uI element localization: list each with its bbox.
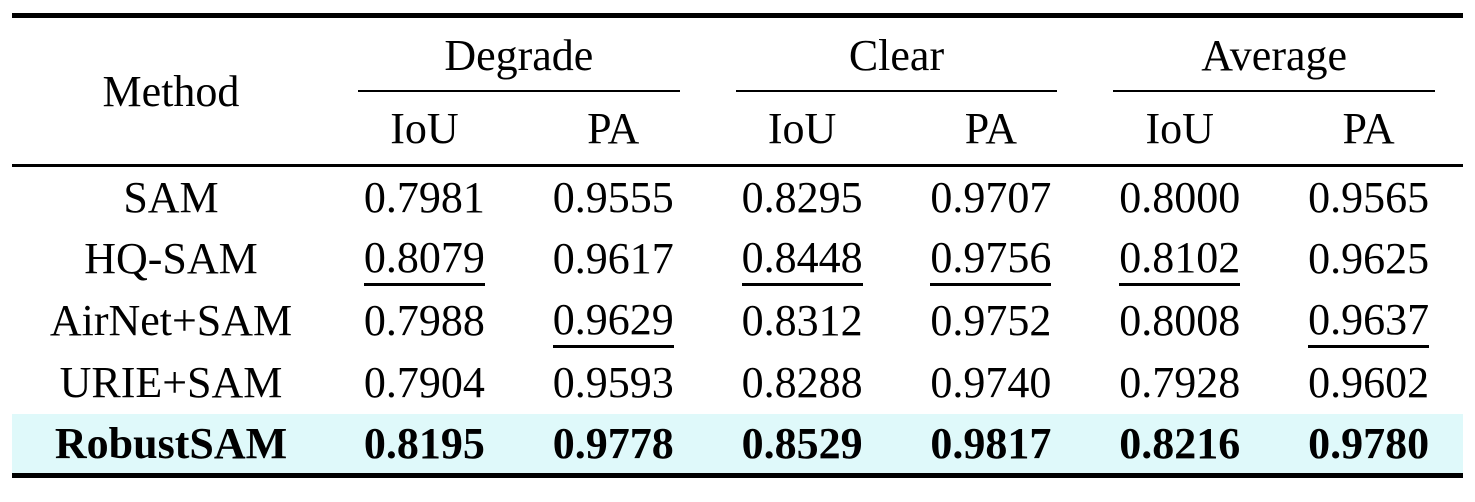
value-cell: 0.8288 [708,352,897,414]
subcol-header-average-pa: PA [1274,91,1463,168]
value: 0.9752 [930,296,1052,346]
method-cell: AirNet+SAM [49,296,293,346]
value: 0.9565 [1308,173,1430,223]
table-row: HQ-SAM 0.8079 0.9617 0.8448 0.9756 0.810… [12,228,1463,290]
value-cell: 0.8216 [1085,413,1275,476]
value: 0.8529 [741,419,863,469]
table-row-highlighted: RobustSAM 0.8195 0.9778 0.8529 0.9817 0.… [12,413,1463,476]
value-cell: 0.8448 [708,228,897,290]
value: 0.9602 [1308,358,1430,408]
value: 0.7928 [1119,358,1241,408]
value: 0.7988 [363,296,485,346]
value-cell: 0.9593 [519,352,708,414]
value: 0.9740 [930,358,1052,408]
value-cell: 0.9617 [519,228,708,290]
value-cell: 0.8529 [707,413,897,476]
value-cell: 0.9625 [1274,228,1463,290]
group-header-clear: Clear [708,16,1086,92]
value: 0.8295 [741,173,863,223]
value-cell: 0.7981 [330,166,519,228]
value-cell: 0.9817 [896,413,1086,476]
value-cell: 0.9602 [1274,352,1463,414]
table-row: SAM 0.7981 0.9555 0.8295 0.9707 0.8000 0… [12,166,1463,228]
value: 0.8000 [1119,173,1241,223]
value-cell: 0.8000 [1085,166,1274,228]
value-cell: 0.9629 [519,290,708,352]
cmidrule-clear [735,89,1058,92]
value: 0.9593 [552,358,674,408]
header-subcol-row: IoU PA IoU PA IoU PA [12,91,1463,168]
value-cell: 0.9565 [1274,166,1463,228]
value-cell: 0.9707 [896,166,1085,228]
subcol-header-degrade-iou: IoU [330,91,519,168]
group-header-degrade-label: Degrade [444,31,594,80]
value-cell: 0.7928 [1085,352,1274,414]
value-cell: 0.8312 [708,290,897,352]
value: 0.8008 [1119,296,1241,346]
value: 0.7981 [363,173,485,223]
value-cell: 0.8102 [1085,228,1274,290]
value: 0.8448 [741,234,863,286]
value-cell: 0.8079 [330,228,519,290]
group-header-average: Average [1085,16,1463,92]
table-row: AirNet+SAM 0.7988 0.9629 0.8312 0.9752 0… [12,290,1463,352]
value: 0.9555 [552,173,674,223]
value-cell: 0.7988 [330,290,519,352]
value-cell: 0.9780 [1274,413,1463,476]
value: 0.9780 [1308,419,1430,469]
cmidrule-degrade [358,89,680,92]
group-header-average-label: Average [1201,31,1348,80]
value: 0.9625 [1308,234,1430,284]
method-cell: HQ-SAM [84,234,258,284]
col-header-method: Method [12,15,330,168]
value-cell: 0.9756 [896,228,1085,290]
group-header-clear-label: Clear [848,31,945,80]
method-cell: URIE+SAM [59,358,283,408]
subcol-header-clear-pa: PA [896,91,1086,168]
value-cell: 0.9752 [896,290,1085,352]
cmidrule-average [1113,89,1435,92]
value-cell: 0.9778 [518,413,708,476]
value: 0.9778 [552,419,674,469]
value-cell: 0.9637 [1274,290,1463,352]
value: 0.8079 [363,234,485,286]
table-body: SAM 0.7981 0.9555 0.8295 0.9707 0.8000 0… [12,166,1463,476]
subcol-header-average-iou: IoU [1085,91,1275,168]
value: 0.9629 [552,296,674,348]
value: 0.9707 [930,173,1052,223]
table-header: Method Degrade Clear Average IoU PA IoU [12,15,1463,168]
value: 0.8102 [1119,234,1241,286]
value: 0.8288 [741,358,863,408]
value: 0.9756 [930,234,1052,286]
table-row: URIE+SAM 0.7904 0.9593 0.8288 0.9740 0.7… [12,352,1463,414]
method-cell: RobustSAM [12,413,330,476]
subcol-header-clear-iou: IoU [707,91,897,168]
value-cell: 0.9740 [896,352,1085,414]
value: 0.9817 [930,419,1052,469]
group-header-degrade: Degrade [330,16,708,92]
value-cell: 0.7904 [330,352,519,414]
value: 0.9637 [1308,296,1430,348]
value: 0.8195 [363,419,485,469]
value: 0.8312 [741,296,863,346]
value-cell: 0.8195 [330,413,519,476]
value: 0.7904 [363,358,485,408]
value: 0.8216 [1119,419,1241,469]
value-cell: 0.8295 [708,166,897,228]
subcol-header-degrade-pa: PA [518,91,708,168]
value: 0.9617 [552,234,674,284]
method-cell: SAM [123,173,219,223]
value-cell: 0.8008 [1085,290,1274,352]
header-group-row: Method Degrade Clear Average [12,15,1463,168]
value-cell: 0.9555 [519,166,708,228]
results-table: Method Degrade Clear Average IoU PA IoU [12,13,1463,479]
